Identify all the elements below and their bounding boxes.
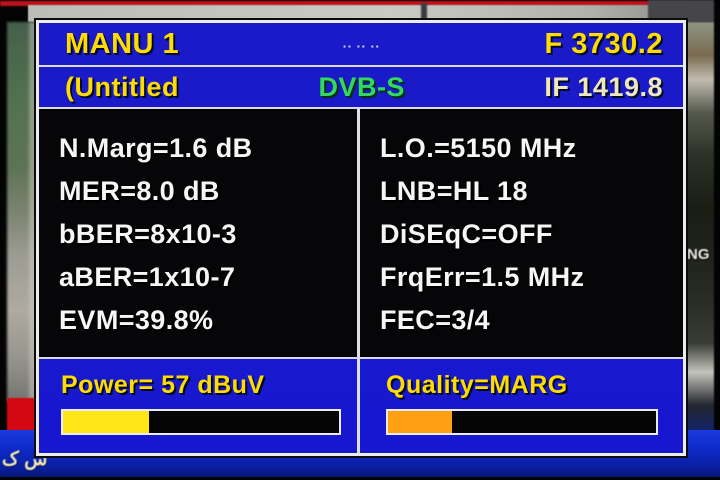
- satmeter-osd-panel: MANU 1 ▪▪ ▪▪ ▪▪ F 3730.2 (Untitled DVB-S…: [36, 20, 686, 456]
- if-frequency-label: IF 1419.8: [544, 71, 663, 102]
- background-photo-building: [686, 22, 714, 434]
- header-divider-1: [39, 65, 683, 67]
- measurement-row-frqerr: FrqErr=1.5 MHz: [380, 262, 585, 292]
- measurement-row-aber: aBER=1x10-7: [59, 262, 236, 292]
- quality-bar-fill: [388, 411, 453, 433]
- transponder-title: (Untitled: [65, 71, 179, 102]
- background-photo-left-glow: [29, 22, 37, 402]
- header-row-2: (Untitled DVB-S IF 1419.8: [39, 67, 683, 107]
- header-status-indicators: ▪▪ ▪▪ ▪▪: [343, 41, 381, 51]
- standard-label: DVB-S: [318, 71, 405, 102]
- ticker-red-block: [7, 398, 37, 434]
- measurement-row-lnb: LNB=HL 18: [380, 176, 528, 206]
- quality-bar: [386, 409, 658, 435]
- channel-preset-label: MANU 1: [65, 27, 180, 60]
- background-pole: [421, 3, 427, 22]
- center-divider: [357, 109, 360, 453]
- background-top-red-strip: [0, 1, 692, 6]
- background-photo-trees-road: [7, 22, 37, 402]
- quality-section: Quality=MARG: [360, 359, 683, 453]
- power-bar-fill: [63, 411, 149, 433]
- measurements-panel-right: L.O.=5150 MHz LNB=HL 18 DiSEqC=OFF FrqEr…: [360, 109, 683, 357]
- header-row-1: MANU 1 ▪▪ ▪▪ ▪▪ F 3730.2: [39, 23, 683, 65]
- measurement-row-bber: bBER=8x10-3: [59, 219, 237, 249]
- measurement-row-fec: FEC=3/4: [380, 305, 491, 335]
- measurement-row-mer: MER=8.0 dB: [59, 176, 220, 206]
- bottom-section-divider: [39, 357, 683, 359]
- power-label: Power= 57 dBuV: [61, 371, 265, 399]
- header-divider-2: [39, 107, 683, 109]
- background-bottom-edge: [0, 477, 720, 480]
- background-top-right-shade: [648, 0, 714, 22]
- measurements-panel-left: N.Marg=1.6 dB MER=8.0 dB bBER=8x10-3 aBE…: [39, 109, 357, 357]
- building-sign-text: NG: [687, 246, 710, 263]
- frequency-label: F 3730.2: [544, 27, 663, 60]
- power-bar: [61, 409, 341, 435]
- quality-label: Quality=MARG: [386, 371, 568, 399]
- measurement-row-evm: EVM=39.8%: [59, 305, 214, 335]
- measurement-row-lo: L.O.=5150 MHz: [380, 133, 577, 163]
- background-top-wall: [28, 5, 688, 22]
- power-section: Power= 57 dBuV: [39, 359, 357, 453]
- measurement-row-nmarg: N.Marg=1.6 dB: [59, 133, 253, 163]
- measurement-row-diseqc: DiSEqC=OFF: [380, 219, 553, 249]
